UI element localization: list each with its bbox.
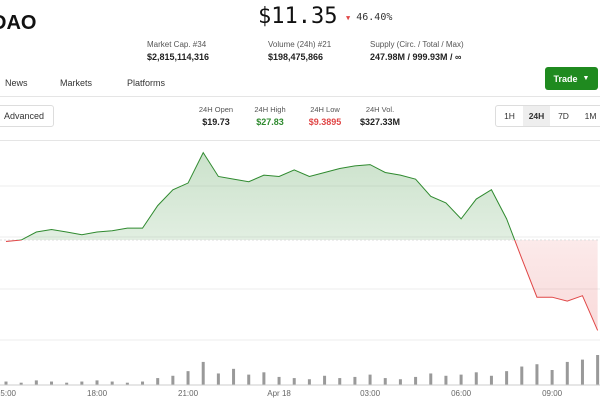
- change: ▼ 46.40%: [346, 12, 393, 23]
- volume-bar: [580, 359, 584, 385]
- volume-bar: [125, 382, 129, 385]
- volume-bar: [50, 381, 54, 385]
- volume-bar: [186, 371, 190, 385]
- x-tick-label: 03:00: [360, 389, 381, 398]
- range-button[interactable]: 7D: [558, 111, 569, 121]
- range-button[interactable]: 1M: [584, 111, 597, 121]
- volume-bar: [535, 364, 539, 385]
- tab[interactable]: Platforms: [127, 78, 166, 88]
- summary-value: $27.83: [256, 117, 284, 127]
- volume-bar: [34, 380, 38, 385]
- volume-bar: [110, 381, 114, 385]
- volume-bar: [459, 374, 463, 385]
- stat-value: 247.98M / 999.93M / ∞: [370, 52, 462, 62]
- volume-bar: [444, 375, 448, 385]
- volume-bar: [338, 378, 342, 385]
- volume-bar: [489, 375, 493, 385]
- volume-bar: [596, 355, 600, 385]
- volume-bar: [216, 373, 220, 385]
- advanced-button[interactable]: Advanced: [0, 105, 54, 127]
- volume-bar: [65, 382, 69, 385]
- divider: [0, 140, 600, 141]
- range-selector: 1H 24H 7D 1M: [495, 105, 600, 127]
- summary-value: $327.33M: [359, 117, 401, 127]
- volume-bar: [95, 380, 99, 385]
- volume-bar: [156, 378, 160, 385]
- volume-bar: [4, 381, 8, 385]
- summary-label: 24H Open: [198, 105, 234, 114]
- summary-label: 24H Low: [310, 105, 340, 114]
- x-tick-label: 15:00: [0, 389, 17, 398]
- volume-bar: [383, 378, 387, 385]
- volume-bar: [474, 372, 478, 385]
- area-up: [6, 152, 598, 241]
- volume-bar: [323, 375, 327, 385]
- volume-bar: [232, 368, 236, 385]
- trade-button[interactable]: Trade ▼: [545, 67, 598, 90]
- volume-bar: [307, 379, 311, 385]
- x-tick-label: 06:00: [451, 389, 472, 398]
- stat-value: $198,475,866: [268, 52, 324, 62]
- stat-label: Volume (24h) #21: [268, 40, 332, 49]
- volume-bar: [520, 366, 524, 385]
- stat-label: Supply (Circ. / Total / Max): [370, 40, 464, 49]
- volume-bar: [277, 376, 281, 385]
- x-tick-label: 21:00: [178, 389, 199, 398]
- volume-bar: [353, 376, 357, 385]
- stat-value: $2,815,114,316: [147, 52, 210, 62]
- volume-bar: [19, 382, 23, 385]
- x-tick-label: Apr 18: [267, 389, 291, 398]
- area-down: [6, 240, 598, 331]
- volume-bar: [565, 361, 569, 385]
- change-value: 46.40%: [356, 12, 393, 23]
- symbol: DAO: [0, 12, 37, 34]
- volume-bar: [414, 376, 418, 385]
- chart: 15:00 18:00 21:00 Apr 18 03:00 06:00 09:00: [0, 151, 600, 398]
- tab[interactable]: Markets: [60, 78, 93, 88]
- trade-label: Trade: [553, 73, 578, 84]
- advanced-label: Advanced: [3, 111, 45, 121]
- summary-label: 24H Vol.: [365, 105, 395, 114]
- summary-value: $9.3895: [308, 117, 342, 127]
- volume-bar: [429, 373, 433, 385]
- volume-bar: [368, 374, 372, 385]
- volume-bar: [171, 375, 175, 385]
- volume-bar: [247, 374, 251, 385]
- volume-bar: [292, 378, 296, 385]
- volume-bar: [262, 372, 266, 385]
- x-tick-label: 18:00: [87, 389, 108, 398]
- price: $11.35: [258, 4, 338, 29]
- volume-bar: [505, 371, 509, 385]
- stat-label: Market Cap. #34: [147, 40, 207, 49]
- price-line-up: [16, 151, 516, 241]
- range-button[interactable]: 1H: [504, 111, 515, 121]
- volume-bar: [201, 361, 205, 385]
- summary-value: $19.73: [202, 117, 230, 127]
- tab[interactable]: News: [5, 78, 28, 88]
- summary-label: 24H High: [254, 105, 286, 114]
- volume-bar: [80, 381, 84, 385]
- volume-bar: [550, 370, 554, 385]
- range-button[interactable]: 24H: [523, 106, 550, 126]
- x-tick-label: 09:00: [542, 389, 563, 398]
- volume-bar: [398, 379, 402, 385]
- volume-bar: [141, 381, 145, 385]
- divider: [0, 96, 600, 97]
